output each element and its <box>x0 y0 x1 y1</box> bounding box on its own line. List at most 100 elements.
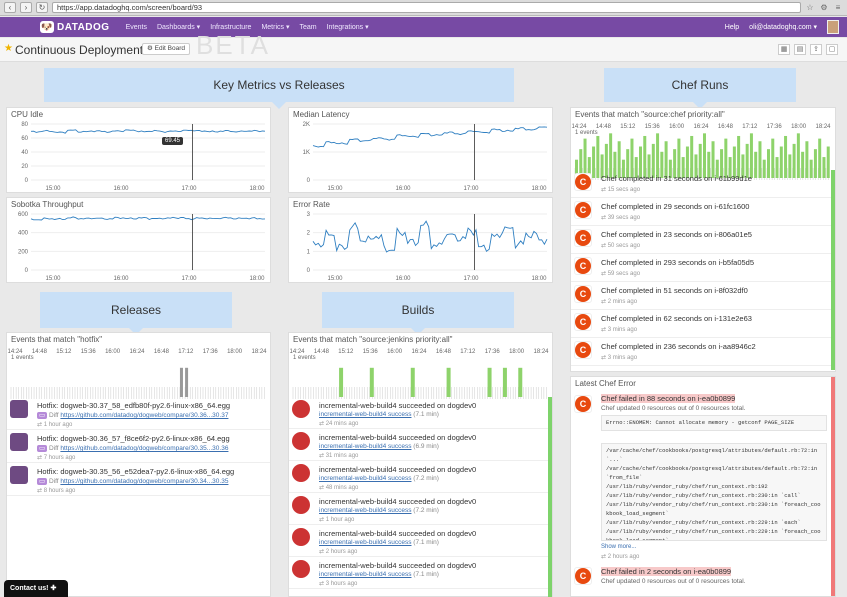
datadog-logo[interactable]: 🐶 DATADOG <box>40 21 110 33</box>
nav-help[interactable]: Help <box>724 23 740 31</box>
grid-icon[interactable]: ▦ <box>778 44 790 55</box>
extension-icon[interactable]: ⚙ <box>820 2 828 12</box>
event-time: ⇄ 3 hours ago <box>319 581 358 587</box>
timeline-bar <box>179 367 183 397</box>
timeline-tick: 15:36 <box>363 349 379 355</box>
builds-stream[interactable]: Events that match "source:jenkins priori… <box>288 332 553 597</box>
timeline-tick: 15:12 <box>338 349 354 355</box>
timeline-bar <box>758 141 762 178</box>
list-item[interactable]: incremental-web-build4 succeeded on dogd… <box>289 525 552 557</box>
widget-title: Events that match "source:chef priority:… <box>575 110 725 119</box>
fullscreen-icon[interactable]: ▢ <box>826 44 838 55</box>
list-item[interactable]: C Chef completed in 31 seconds on i-61b99… <box>571 170 835 198</box>
list-item[interactable]: C Chef completed in 29 seconds on i-61fc1… <box>571 198 835 226</box>
compare-link[interactable]: https://github.com/datadog/dogweb/compar… <box>60 412 229 419</box>
event-title[interactable]: Hotfix: dogweb-30.36_57_f8ce6f2-py2.6-li… <box>37 434 230 443</box>
cpu-idle-graph[interactable]: CPU Idle 0 20 40 60 80 15:00 16:00 17:00 18:00 <box>6 107 271 193</box>
timeline-tick: 16:00 <box>105 349 121 355</box>
event-time: ⇄ 1 hour ago <box>37 422 73 428</box>
event-title[interactable]: incremental-web-build4 succeeded on dogd… <box>319 497 477 506</box>
chef-runs-stream[interactable]: Events that match "source:chef priority:… <box>570 107 836 372</box>
forward-icon[interactable]: › <box>20 2 32 13</box>
event-title[interactable]: Chef completed in 29 seconds on i-61fc16… <box>601 202 750 211</box>
x-tick-label: 17:00 <box>463 276 479 282</box>
status-bar <box>831 377 835 596</box>
error-subtitle: Chef updated 0 resources out of 0 resour… <box>601 578 746 585</box>
event-title[interactable]: incremental-web-build4 succeeded on dogd… <box>319 529 477 538</box>
menu-icon[interactable]: ≡ <box>835 2 841 12</box>
list-item[interactable]: incremental-web-build4 succeeded on dogd… <box>289 557 552 589</box>
latest-chef-error[interactable]: Latest Chef Error C Chef failed in 88 se… <box>570 376 836 597</box>
event-time-text: 2 hours ago <box>607 554 640 560</box>
build-link[interactable]: incremental-web-build4 success <box>319 475 412 482</box>
event-title[interactable]: incremental-web-build4 succeeded on dogd… <box>319 465 477 474</box>
event-title[interactable]: incremental-web-build4 succeeded on dogd… <box>319 433 477 442</box>
user-menu[interactable]: oli@datadoghq.com ▾ <box>749 24 817 31</box>
list-item[interactable]: C Chef completed in 23 seconds on i-806a0… <box>571 226 835 254</box>
nav-team[interactable]: Team <box>299 23 317 31</box>
build-link[interactable]: incremental-web-build4 success <box>319 571 412 578</box>
list-item[interactable]: Hotfix: dogweb-30.36_57_f8ce6f2-py2.6-li… <box>7 430 270 463</box>
back-icon[interactable]: ‹ <box>4 2 16 13</box>
timeline-bar <box>647 154 651 178</box>
nav-infrastructure[interactable]: Infrastructure <box>210 23 252 31</box>
timeline-bar <box>720 149 724 178</box>
nav-integrations[interactable]: Integrations ▾ <box>326 24 369 31</box>
error-rate-graph[interactable]: Error Rate 0 1 2 3 15:00 16:00 17:00 18:00 <box>288 197 553 283</box>
event-title[interactable]: Chef completed in 62 seconds on i-131e2e… <box>601 314 752 323</box>
nav-dashboards[interactable]: Dashboards ▾ <box>156 24 201 31</box>
page-title: Continuous Deployment <box>15 43 144 57</box>
event-title[interactable]: Chef completed in 31 seconds on i-61b99d… <box>601 174 752 183</box>
timeline-tick: 14:24 <box>571 124 587 130</box>
list-item[interactable]: C Chef completed in 236 seconds on i-aa89… <box>571 338 835 366</box>
timeline-tick: 16:24 <box>411 349 427 355</box>
star-icon[interactable]: ★ <box>4 43 13 54</box>
build-link[interactable]: incremental-web-build4 success <box>319 411 412 418</box>
event-title[interactable]: Hotfix: dogweb-30.37_58_edfb80f-py2.6-li… <box>37 401 231 410</box>
releases-stream[interactable]: Events that match "hotfix" 1 events 14:24… <box>6 332 271 597</box>
list-item[interactable]: incremental-web-build4 succeeded on dogd… <box>289 461 552 493</box>
error-title[interactable]: Chef failed in 88 seconds on i-ea0b0899 <box>601 394 736 403</box>
x-tick-label: 16:00 <box>395 276 411 282</box>
list-item[interactable]: incremental-web-build4 succeeded on dogd… <box>289 493 552 525</box>
event-title[interactable]: Chef completed in 23 seconds on i-806a01… <box>601 230 752 239</box>
avatar[interactable] <box>827 20 839 34</box>
list-item[interactable]: C Chef completed in 62 seconds on i-131e2… <box>571 310 835 338</box>
compare-link[interactable]: https://github.com/datadog/dogweb/compar… <box>60 478 229 485</box>
timeline-bar <box>771 138 775 178</box>
event-title[interactable]: Hotfix: dogweb-30.35_56_e52dea7-py2.6-li… <box>37 467 235 476</box>
event-title[interactable]: incremental-web-build4 succeeded on dogd… <box>319 561 477 570</box>
timeline-bar <box>604 143 608 178</box>
list-item[interactable]: C Chef completed in 51 seconds on i-8f032… <box>571 282 835 310</box>
compare-link[interactable]: https://github.com/datadog/dogweb/compar… <box>60 445 229 452</box>
list-item[interactable]: incremental-web-build4 succeeded on dogd… <box>289 429 552 461</box>
list-item[interactable]: Hotfix: dogweb-30.35_56_e52dea7-py2.6-li… <box>7 463 270 496</box>
address-bar[interactable]: https://app.datadoghq.com/screen/board/9… <box>52 2 801 13</box>
timeline-tick: 18:24 <box>815 124 831 130</box>
nav-metrics[interactable]: Metrics ▾ <box>261 24 290 31</box>
list-item[interactable]: incremental-web-build4 succeeded on dogd… <box>289 397 552 429</box>
build-link[interactable]: incremental-web-build4 success <box>319 507 412 514</box>
build-link[interactable]: incremental-web-build4 success <box>319 443 412 450</box>
clone-icon[interactable]: ▤ <box>794 44 806 55</box>
sobotka-throughput-graph[interactable]: Sobotka Throughput 0 200 400 600 15:00 16:00 1… <box>6 197 271 283</box>
event-title[interactable]: incremental-web-build4 succeeded on dogd… <box>319 401 477 410</box>
share-icon[interactable]: ⇪ <box>810 44 822 55</box>
event-title[interactable]: Chef completed in 51 seconds on i-8f032d… <box>601 286 748 295</box>
show-more-link[interactable]: Show more... <box>601 544 637 550</box>
nav-events[interactable]: Events <box>125 23 147 31</box>
contact-us-button[interactable]: Contact us! ✚ <box>4 580 68 597</box>
timeline-bar <box>651 143 655 178</box>
event-title[interactable]: Chef completed in 236 seconds on i-aa894… <box>601 342 756 351</box>
error-title[interactable]: Chef failed in 2 seconds on i-ea0b0899 <box>601 567 732 576</box>
list-item[interactable]: Hotfix: dogweb-30.37_58_edfb80f-py2.6-li… <box>7 397 270 430</box>
list-item[interactable]: C Chef completed in 293 seconds on i-b5fa… <box>571 254 835 282</box>
bookmark-icon[interactable]: ☆ <box>806 2 814 12</box>
median-latency-graph[interactable]: Median Latency 0 1K 2K 15:00 16:00 17:00 18:00 <box>288 107 553 193</box>
timeline-tick: 18:00 <box>791 124 807 130</box>
build-link[interactable]: incremental-web-build4 success <box>319 539 412 546</box>
event-title[interactable]: Chef completed in 293 seconds on i-b5fa0… <box>601 258 755 267</box>
edit-board-button[interactable]: ⚙ Edit Board <box>142 43 190 55</box>
reload-icon[interactable]: ↻ <box>36 2 48 13</box>
